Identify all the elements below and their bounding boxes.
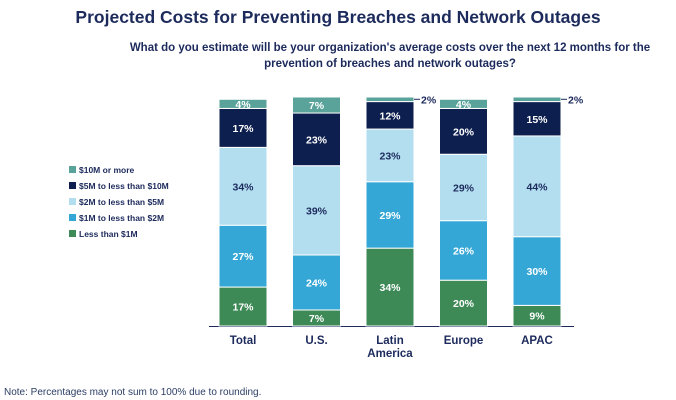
bar-segment-europe-2 <box>439 153 488 222</box>
footnote: Note: Percentages may not sum to 100% du… <box>4 387 262 398</box>
data-label: 34% <box>379 282 401 294</box>
data-label: 23% <box>306 134 328 146</box>
data-label: 2% <box>421 94 437 106</box>
x-tick-label: U.S. <box>305 335 327 347</box>
data-label: 2% <box>568 94 584 106</box>
legend-entry: $2M to less than $5M <box>79 197 164 207</box>
chart-title: Projected Costs for Preventing Breaches … <box>75 7 601 27</box>
bar-segment-u-s--4 <box>292 96 341 114</box>
bar-segment-latin-america-2 <box>365 128 415 183</box>
legend-swatch <box>69 166 76 173</box>
data-label: 7% <box>309 100 325 112</box>
legend-entry: $5M to less than $10M <box>79 181 169 191</box>
data-label: 29% <box>379 210 401 222</box>
data-label: 4% <box>235 99 251 111</box>
legend-swatch <box>69 182 76 189</box>
x-tick-label: Latin America <box>367 335 413 360</box>
data-label: 9% <box>529 311 545 323</box>
bar-segment-apac-1 <box>512 236 562 306</box>
x-tick-label: Europe <box>444 335 484 347</box>
stacked-bar-chart: 17% 27% 34% 17% 4% Total 7% 24% 39% 23% 7% U.S. 34% 2… <box>69 94 584 360</box>
bar-segment-europe-0 <box>439 279 488 327</box>
data-label: 12% <box>379 110 401 122</box>
data-label: 39% <box>306 205 328 217</box>
data-label: 29% <box>453 182 475 194</box>
bar-segment-europe-4 <box>439 98 488 109</box>
chart-subtitle: What do you estimate will be your organi… <box>129 42 651 70</box>
data-label: 17% <box>232 123 254 135</box>
bar-segment-apac-4 <box>512 96 562 103</box>
data-label: 17% <box>232 302 254 314</box>
bar-segment-latin-america-3 <box>365 101 415 130</box>
data-label: 20% <box>453 126 475 138</box>
data-label: 26% <box>453 245 475 257</box>
data-label: 23% <box>379 150 401 162</box>
legend-swatch <box>69 230 76 237</box>
data-label: 4% <box>456 99 472 111</box>
legend-entry: Less than $1M <box>79 229 138 239</box>
data-label: 34% <box>232 181 254 193</box>
data-label: 7% <box>309 313 325 325</box>
legend-swatch <box>69 214 76 221</box>
bar-segment-apac-2 <box>512 135 562 238</box>
x-tick-label: Total <box>230 335 257 347</box>
data-label: 20% <box>453 298 475 310</box>
bar-segment-europe-3 <box>439 107 488 155</box>
data-label: 15% <box>526 114 548 126</box>
data-label: 24% <box>306 277 328 289</box>
bar-segment-total-0 <box>218 286 268 327</box>
x-tick-label: APAC <box>521 335 553 347</box>
bar-segment-total-2 <box>218 146 268 226</box>
legend-entry: $1M to less than $2M <box>79 213 164 223</box>
data-label: 27% <box>232 251 254 263</box>
bar-segment-u-s--3 <box>292 112 341 167</box>
legend-entry: $10M or more <box>79 165 135 175</box>
data-label: 44% <box>526 181 548 193</box>
legend-swatch <box>69 198 76 205</box>
bar-segment-u-s--2 <box>292 165 341 256</box>
bar-segment-total-4 <box>218 98 268 109</box>
bar-segment-latin-america-0 <box>365 247 415 327</box>
bar-segment-total-1 <box>218 224 268 288</box>
bar-segment-europe-1 <box>439 220 488 281</box>
data-label: 30% <box>526 266 548 278</box>
bar-segment-latin-america-4 <box>365 96 415 103</box>
bar-segment-u-s--1 <box>292 254 341 311</box>
bar-segment-apac-3 <box>512 101 562 137</box>
